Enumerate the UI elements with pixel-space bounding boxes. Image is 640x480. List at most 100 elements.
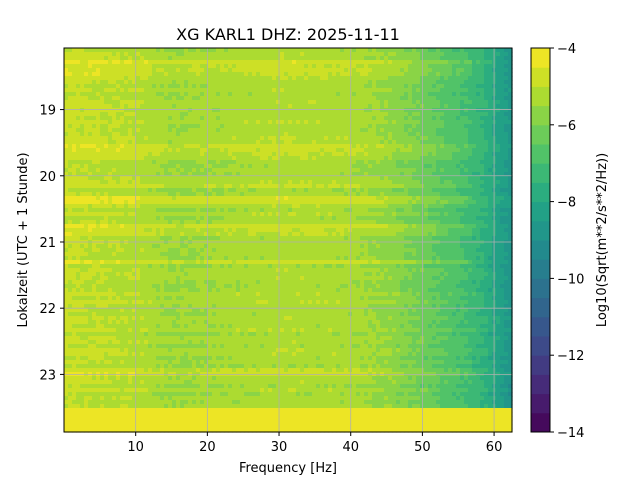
heatmap-cell (304, 88, 309, 93)
heatmap-cell (448, 48, 453, 53)
heatmap-cell (328, 56, 333, 61)
heatmap-cell (300, 48, 305, 53)
heatmap-cell (76, 184, 81, 189)
heatmap-cell (240, 108, 245, 113)
heatmap-cell (336, 132, 341, 137)
heatmap-cell (232, 80, 237, 85)
heatmap-cell (320, 92, 325, 97)
heatmap-cell (100, 208, 105, 213)
heatmap-cell (212, 136, 217, 141)
heatmap-cell (180, 200, 185, 205)
heatmap-cell (496, 220, 501, 225)
heatmap-cell (124, 208, 129, 213)
heatmap-cell (172, 220, 177, 225)
heatmap-cell (368, 168, 373, 173)
heatmap-cell (284, 56, 289, 61)
heatmap-cell (384, 196, 389, 201)
heatmap-cell (432, 56, 437, 61)
heatmap-cell (360, 100, 365, 105)
heatmap-cell (352, 100, 357, 105)
heatmap-cell (212, 200, 217, 205)
heatmap-cell (480, 172, 485, 177)
heatmap-cell (456, 100, 461, 105)
heatmap-cell (396, 148, 401, 153)
heatmap-cell (288, 176, 293, 181)
heatmap-cell (244, 128, 249, 133)
heatmap-cell (84, 160, 89, 165)
heatmap-cell (236, 148, 241, 153)
heatmap-cell (100, 92, 105, 97)
heatmap-cell (448, 172, 453, 177)
heatmap-cell (328, 188, 333, 193)
heatmap-cell (304, 132, 309, 137)
heatmap-cell (328, 52, 333, 57)
heatmap-cell (276, 64, 281, 69)
heatmap-cell (320, 148, 325, 153)
heatmap-cell (508, 208, 513, 213)
heatmap-cell (184, 108, 189, 113)
heatmap-cell (228, 128, 233, 133)
heatmap-cell (504, 56, 509, 61)
heatmap-cell (272, 132, 277, 137)
heatmap-cell (200, 52, 205, 57)
heatmap-cell (484, 196, 489, 201)
heatmap-cell (432, 84, 437, 89)
heatmap-cell (500, 128, 505, 133)
heatmap-cell (352, 144, 357, 149)
heatmap-cell (452, 108, 457, 113)
heatmap-cell (356, 72, 361, 77)
heatmap-cell (372, 72, 377, 77)
heatmap-cell (456, 72, 461, 77)
heatmap-cell (88, 76, 93, 81)
heatmap-cell (400, 124, 405, 129)
heatmap-cell (152, 80, 157, 85)
heatmap-cell (184, 124, 189, 129)
heatmap-cell (412, 216, 417, 221)
heatmap-cell (260, 64, 265, 69)
heatmap-cell (144, 88, 149, 93)
heatmap-cell (460, 188, 465, 193)
heatmap-cell (352, 196, 357, 201)
heatmap-cell (356, 204, 361, 209)
heatmap-cell (164, 72, 169, 77)
heatmap-cell (192, 52, 197, 57)
heatmap-cell (196, 140, 201, 145)
heatmap-cell (424, 128, 429, 133)
heatmap-cell (380, 132, 385, 137)
heatmap-cell (448, 152, 453, 157)
heatmap-cell (384, 184, 389, 189)
heatmap-cell (476, 88, 481, 93)
heatmap-cell (452, 84, 457, 89)
heatmap-cell (204, 76, 209, 81)
heatmap-cell (168, 108, 173, 113)
heatmap-cell (328, 184, 333, 189)
heatmap-cell (444, 188, 449, 193)
heatmap-cell (456, 112, 461, 117)
heatmap-cell (112, 64, 117, 69)
heatmap-cell (476, 80, 481, 85)
heatmap-cell (384, 160, 389, 165)
heatmap-cell (320, 188, 325, 193)
heatmap-cell (320, 176, 325, 181)
heatmap-cell (356, 164, 361, 169)
heatmap-cell (124, 144, 129, 149)
heatmap-cell (388, 48, 393, 53)
heatmap-cell (112, 176, 117, 181)
heatmap-cell (216, 176, 221, 181)
heatmap-cell (92, 172, 97, 177)
heatmap-cell (304, 96, 309, 101)
heatmap-cell (200, 220, 205, 225)
heatmap-cell (392, 160, 397, 165)
heatmap-cell (292, 224, 297, 229)
heatmap-cell (444, 152, 449, 157)
heatmap-cell (184, 204, 189, 209)
heatmap-cell (96, 72, 101, 77)
heatmap-cell (160, 96, 165, 101)
heatmap-cell (356, 208, 361, 213)
heatmap-cell (308, 160, 313, 165)
heatmap-cell (380, 168, 385, 173)
heatmap-cell (368, 140, 373, 145)
heatmap-cell (172, 124, 177, 129)
heatmap-cell (344, 172, 349, 177)
heatmap-cell (296, 196, 301, 201)
